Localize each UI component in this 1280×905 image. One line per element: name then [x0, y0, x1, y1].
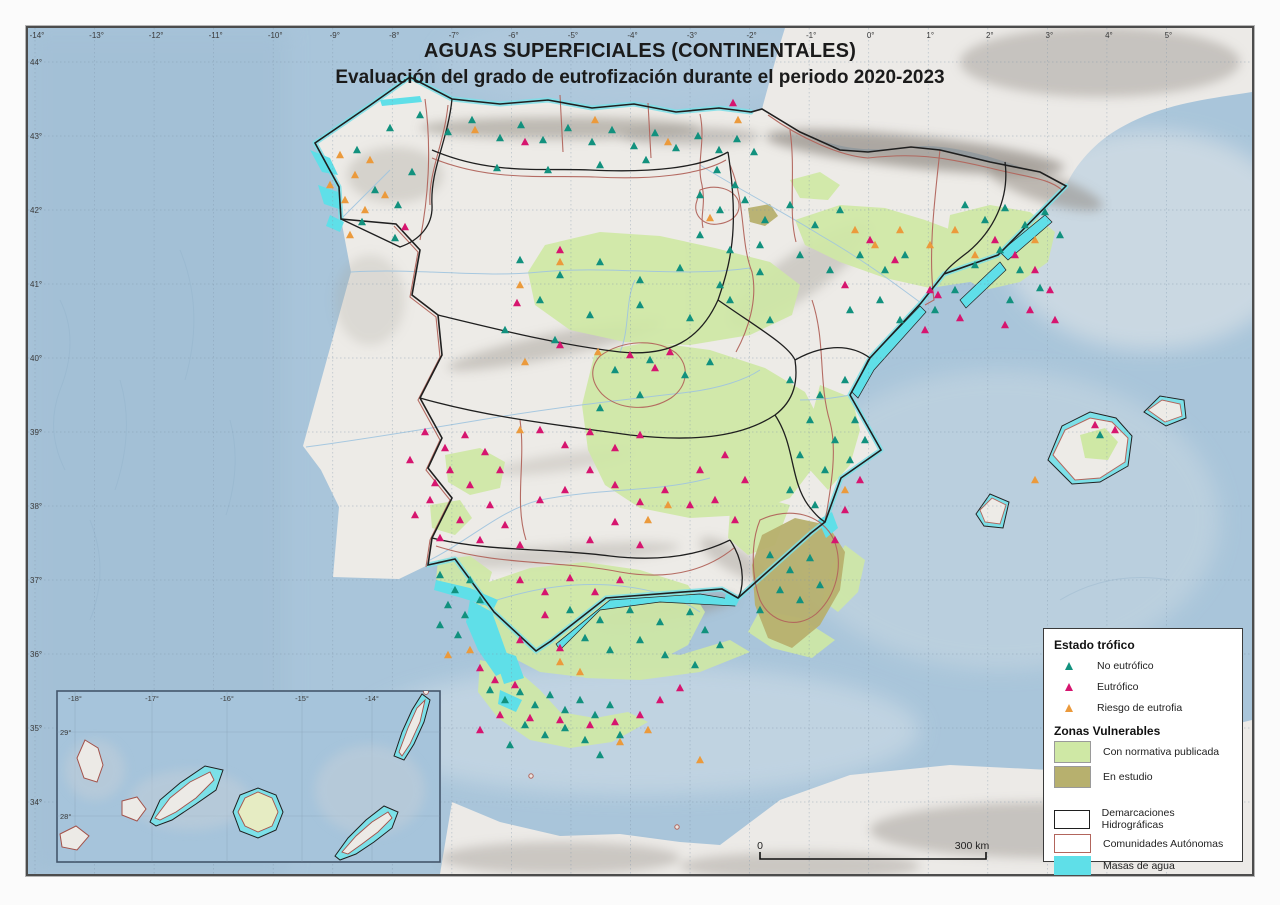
svg-text:-17°: -17° [145, 694, 159, 703]
legend-item-comunidades: Comunidades Autónomas [1054, 834, 1234, 853]
svg-text:2°: 2° [986, 31, 994, 40]
legend-item-label: Masas de agua [1103, 859, 1175, 872]
svg-text:34°: 34° [30, 798, 42, 807]
svg-text:-18°: -18° [68, 694, 82, 703]
community-borders [393, 94, 1063, 623]
legend-item-label: Demarcaciones Hidrográficas [1101, 807, 1175, 831]
legend-estado-title: Estado trófico [1054, 638, 1135, 652]
scale-end-label: 300 km [955, 840, 990, 852]
svg-text:-12°: -12° [149, 31, 164, 40]
triangle-icon [1054, 682, 1084, 691]
legend-item-demarcaciones: Demarcaciones Hidrográficas [1054, 807, 1234, 831]
masas-agua-swatch [1054, 856, 1091, 875]
svg-text:0°: 0° [867, 31, 875, 40]
legend-item-no-eutrofico: No eutrófico [1054, 655, 1234, 676]
svg-text:40°: 40° [30, 354, 42, 363]
svg-text:3°: 3° [1046, 31, 1054, 40]
svg-text:-14°: -14° [365, 694, 379, 703]
svg-text:42°: 42° [30, 206, 42, 215]
svg-text:-16°: -16° [220, 694, 234, 703]
svg-text:-1°: -1° [806, 31, 816, 40]
triangle-icon [1054, 661, 1084, 670]
svg-text:37°: 37° [30, 576, 42, 585]
canary-inset: -18° -17° -16° -15° -14° 29° 28° [56, 690, 441, 863]
basin-borders [313, 76, 1068, 653]
svg-text:1°: 1° [926, 31, 934, 40]
demarcaciones-swatch [1054, 809, 1090, 829]
legend-item-riesgo: Riesgo de eutrofia [1054, 697, 1234, 718]
svg-text:-15°: -15° [295, 694, 309, 703]
svg-text:-5°: -5° [568, 31, 578, 40]
legend-item-label: No eutrófico [1097, 659, 1154, 672]
svg-text:-11°: -11° [209, 31, 223, 40]
svg-text:28°: 28° [60, 812, 71, 821]
svg-text:-3°: -3° [687, 31, 697, 40]
markers-eutrofico [401, 98, 1119, 734]
legend-item-label: En estudio [1103, 771, 1153, 783]
legend-item-masas-agua: Masas de agua [1054, 856, 1234, 875]
legend-zonas-title: Zonas Vulnerables [1054, 724, 1161, 738]
svg-text:29°: 29° [60, 728, 71, 737]
water-bodies [310, 96, 1053, 712]
vulnerable-zones-study [748, 204, 845, 648]
zone-study-swatch [1054, 766, 1091, 788]
svg-text:4°: 4° [1105, 31, 1113, 40]
svg-text:39°: 39° [30, 428, 42, 437]
svg-text:-13°: -13° [89, 31, 104, 40]
svg-text:41°: 41° [30, 280, 42, 289]
svg-text:-7°: -7° [449, 31, 459, 40]
svg-text:-4°: -4° [627, 31, 637, 40]
legend-item-eutrofico: Eutrófico [1054, 676, 1234, 697]
legend-item-label: Con normativa publicada [1103, 746, 1220, 758]
svg-text:36°: 36° [30, 650, 42, 659]
map-canvas: -14° -13° -12° -11° -10° -9° -8° -7° -6° -5° -4° -3… [28, 28, 1252, 874]
svg-text:-14°: -14° [30, 31, 45, 40]
balearic-islands [975, 395, 1187, 529]
legend-item-zona-publicada: Con normativa publicada [1054, 741, 1234, 763]
legend-item-label: Comunidades Autónomas [1103, 837, 1224, 850]
ceuta-melilla [528, 773, 680, 830]
map-frame: -14° -13° -12° -11° -10° -9° -8° -7° -6° -5° -4° -3… [26, 26, 1254, 876]
svg-text:5°: 5° [1165, 31, 1173, 40]
svg-text:-2°: -2° [746, 31, 756, 40]
legend-spacer [1054, 791, 1234, 804]
scale-start-label: 0 [757, 840, 763, 852]
svg-text:35°: 35° [30, 724, 42, 733]
markers-riesgo [326, 115, 1039, 764]
legend-item-label: Eutrófico [1097, 680, 1139, 693]
svg-text:43°: 43° [30, 132, 42, 141]
scale-bar: 0 300 km [757, 840, 990, 860]
legend-item-zona-estudio: En estudio [1054, 766, 1234, 788]
legend-item-label: Riesgo de eutrofia [1097, 701, 1183, 714]
svg-text:-9°: -9° [330, 31, 340, 40]
svg-text:-10°: -10° [268, 31, 283, 40]
zone-published-swatch [1054, 741, 1091, 763]
svg-text:44°: 44° [30, 58, 42, 67]
svg-text:-6°: -6° [508, 31, 518, 40]
legend: Estado trófico No eutrófico Eutrófico Ri… [1043, 628, 1243, 875]
svg-text:-8°: -8° [389, 31, 399, 40]
markers-no-eutrofico [353, 110, 1104, 759]
svg-text:38°: 38° [30, 502, 42, 511]
triangle-icon [1054, 703, 1084, 712]
comunidades-swatch [1054, 834, 1091, 853]
